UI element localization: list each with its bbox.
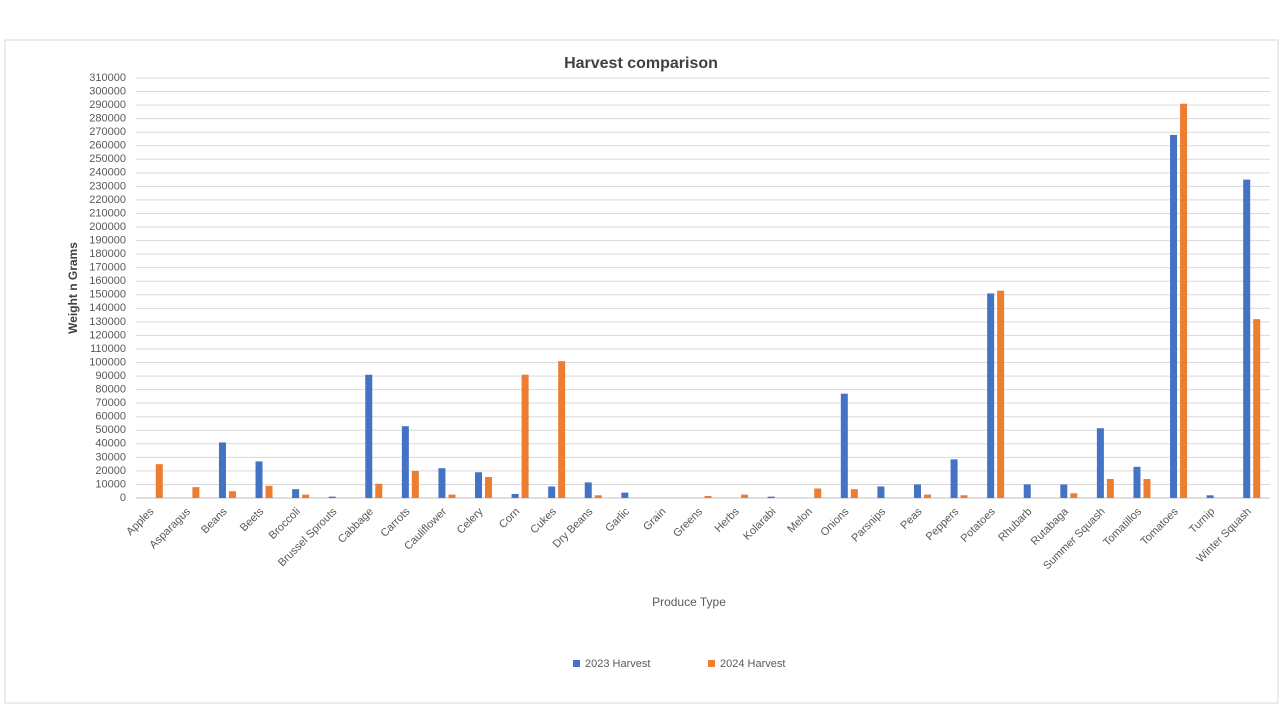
- bar: [767, 496, 775, 498]
- bar: [1253, 319, 1261, 498]
- y-tick-label: 200000: [89, 221, 126, 233]
- y-tick-label: 100000: [89, 356, 126, 368]
- bar: [1170, 134, 1178, 498]
- legend-label: 2023 Harvest: [585, 658, 650, 670]
- bar: [594, 495, 602, 498]
- bar: [923, 494, 931, 498]
- bar: [548, 486, 556, 498]
- bar: [987, 293, 995, 498]
- y-tick-label: 260000: [89, 140, 126, 152]
- bar: [1133, 466, 1141, 498]
- y-tick-label: 290000: [89, 99, 126, 111]
- bar: [218, 442, 226, 498]
- bar: [1106, 479, 1114, 498]
- bar: [401, 426, 409, 498]
- bar: [997, 290, 1005, 498]
- y-axis-title: Weight n Grams: [66, 242, 80, 334]
- bar: [302, 494, 310, 498]
- x-axis-title: Produce Type: [652, 595, 726, 609]
- y-tick-label: 150000: [89, 289, 126, 301]
- bar: [1023, 484, 1031, 498]
- bar: [850, 489, 858, 498]
- y-tick-label: 130000: [89, 316, 126, 328]
- bar: [960, 495, 968, 498]
- bar: [438, 468, 446, 498]
- y-tick-label: 190000: [89, 234, 126, 246]
- bar: [950, 459, 958, 498]
- bar: [192, 487, 200, 498]
- y-tick-label: 170000: [89, 262, 126, 274]
- bar: [840, 393, 848, 498]
- y-tick-label: 110000: [90, 343, 126, 355]
- bar: [1243, 179, 1251, 498]
- bar: [521, 374, 529, 498]
- bar: [228, 491, 236, 498]
- bar: [375, 483, 383, 498]
- y-tick-label: 70000: [95, 397, 126, 409]
- y-tick-label: 90000: [95, 370, 126, 382]
- bar: [558, 361, 566, 498]
- y-tick-label: 80000: [95, 384, 126, 396]
- y-tick-label: 30000: [95, 451, 126, 463]
- y-tick-label: 230000: [89, 180, 126, 192]
- bar: [1206, 495, 1214, 498]
- bar: [1070, 493, 1078, 498]
- bar: [511, 493, 519, 498]
- bar: [584, 482, 592, 498]
- bar: [877, 486, 885, 498]
- y-tick-label: 50000: [95, 424, 126, 436]
- bar: [1143, 479, 1151, 498]
- y-tick-label: 140000: [89, 302, 126, 314]
- y-tick-label: 0: [120, 492, 126, 504]
- bar: [411, 470, 419, 498]
- bar: [741, 494, 749, 498]
- bar: [475, 472, 483, 498]
- bar: [1096, 428, 1104, 498]
- bar: [448, 494, 456, 498]
- bar: [265, 485, 273, 498]
- chart-frame: [4, 39, 1279, 704]
- bar: [1180, 103, 1188, 498]
- y-tick-label: 180000: [89, 248, 126, 260]
- bar: [328, 496, 336, 498]
- bar: [621, 492, 629, 498]
- bar: [255, 461, 263, 498]
- y-tick-label: 310000: [89, 72, 126, 84]
- legend-label: 2024 Harvest: [720, 658, 785, 670]
- bar: [485, 477, 493, 498]
- y-tick-label: 300000: [89, 85, 126, 97]
- y-tick-label: 120000: [89, 329, 126, 341]
- y-tick-label: 20000: [95, 465, 126, 477]
- y-tick-label: 160000: [89, 275, 126, 287]
- legend-swatch: [573, 660, 580, 667]
- bar: [814, 488, 822, 498]
- bar: [704, 495, 712, 498]
- bar: [913, 484, 921, 498]
- y-tick-label: 10000: [95, 478, 126, 490]
- y-tick-label: 60000: [95, 411, 126, 423]
- y-tick-label: 270000: [89, 126, 126, 138]
- y-tick-label: 240000: [89, 167, 126, 179]
- bar: [1060, 484, 1068, 498]
- y-tick-label: 210000: [89, 207, 126, 219]
- legend-swatch: [708, 660, 715, 667]
- y-tick-label: 280000: [89, 113, 126, 125]
- y-tick-label: 250000: [89, 153, 126, 165]
- chart-title: Harvest comparison: [564, 55, 718, 72]
- y-tick-label: 220000: [89, 194, 126, 206]
- bar: [292, 489, 300, 498]
- bar: [155, 464, 163, 498]
- y-tick-label: 40000: [95, 438, 126, 450]
- bar: [365, 374, 373, 498]
